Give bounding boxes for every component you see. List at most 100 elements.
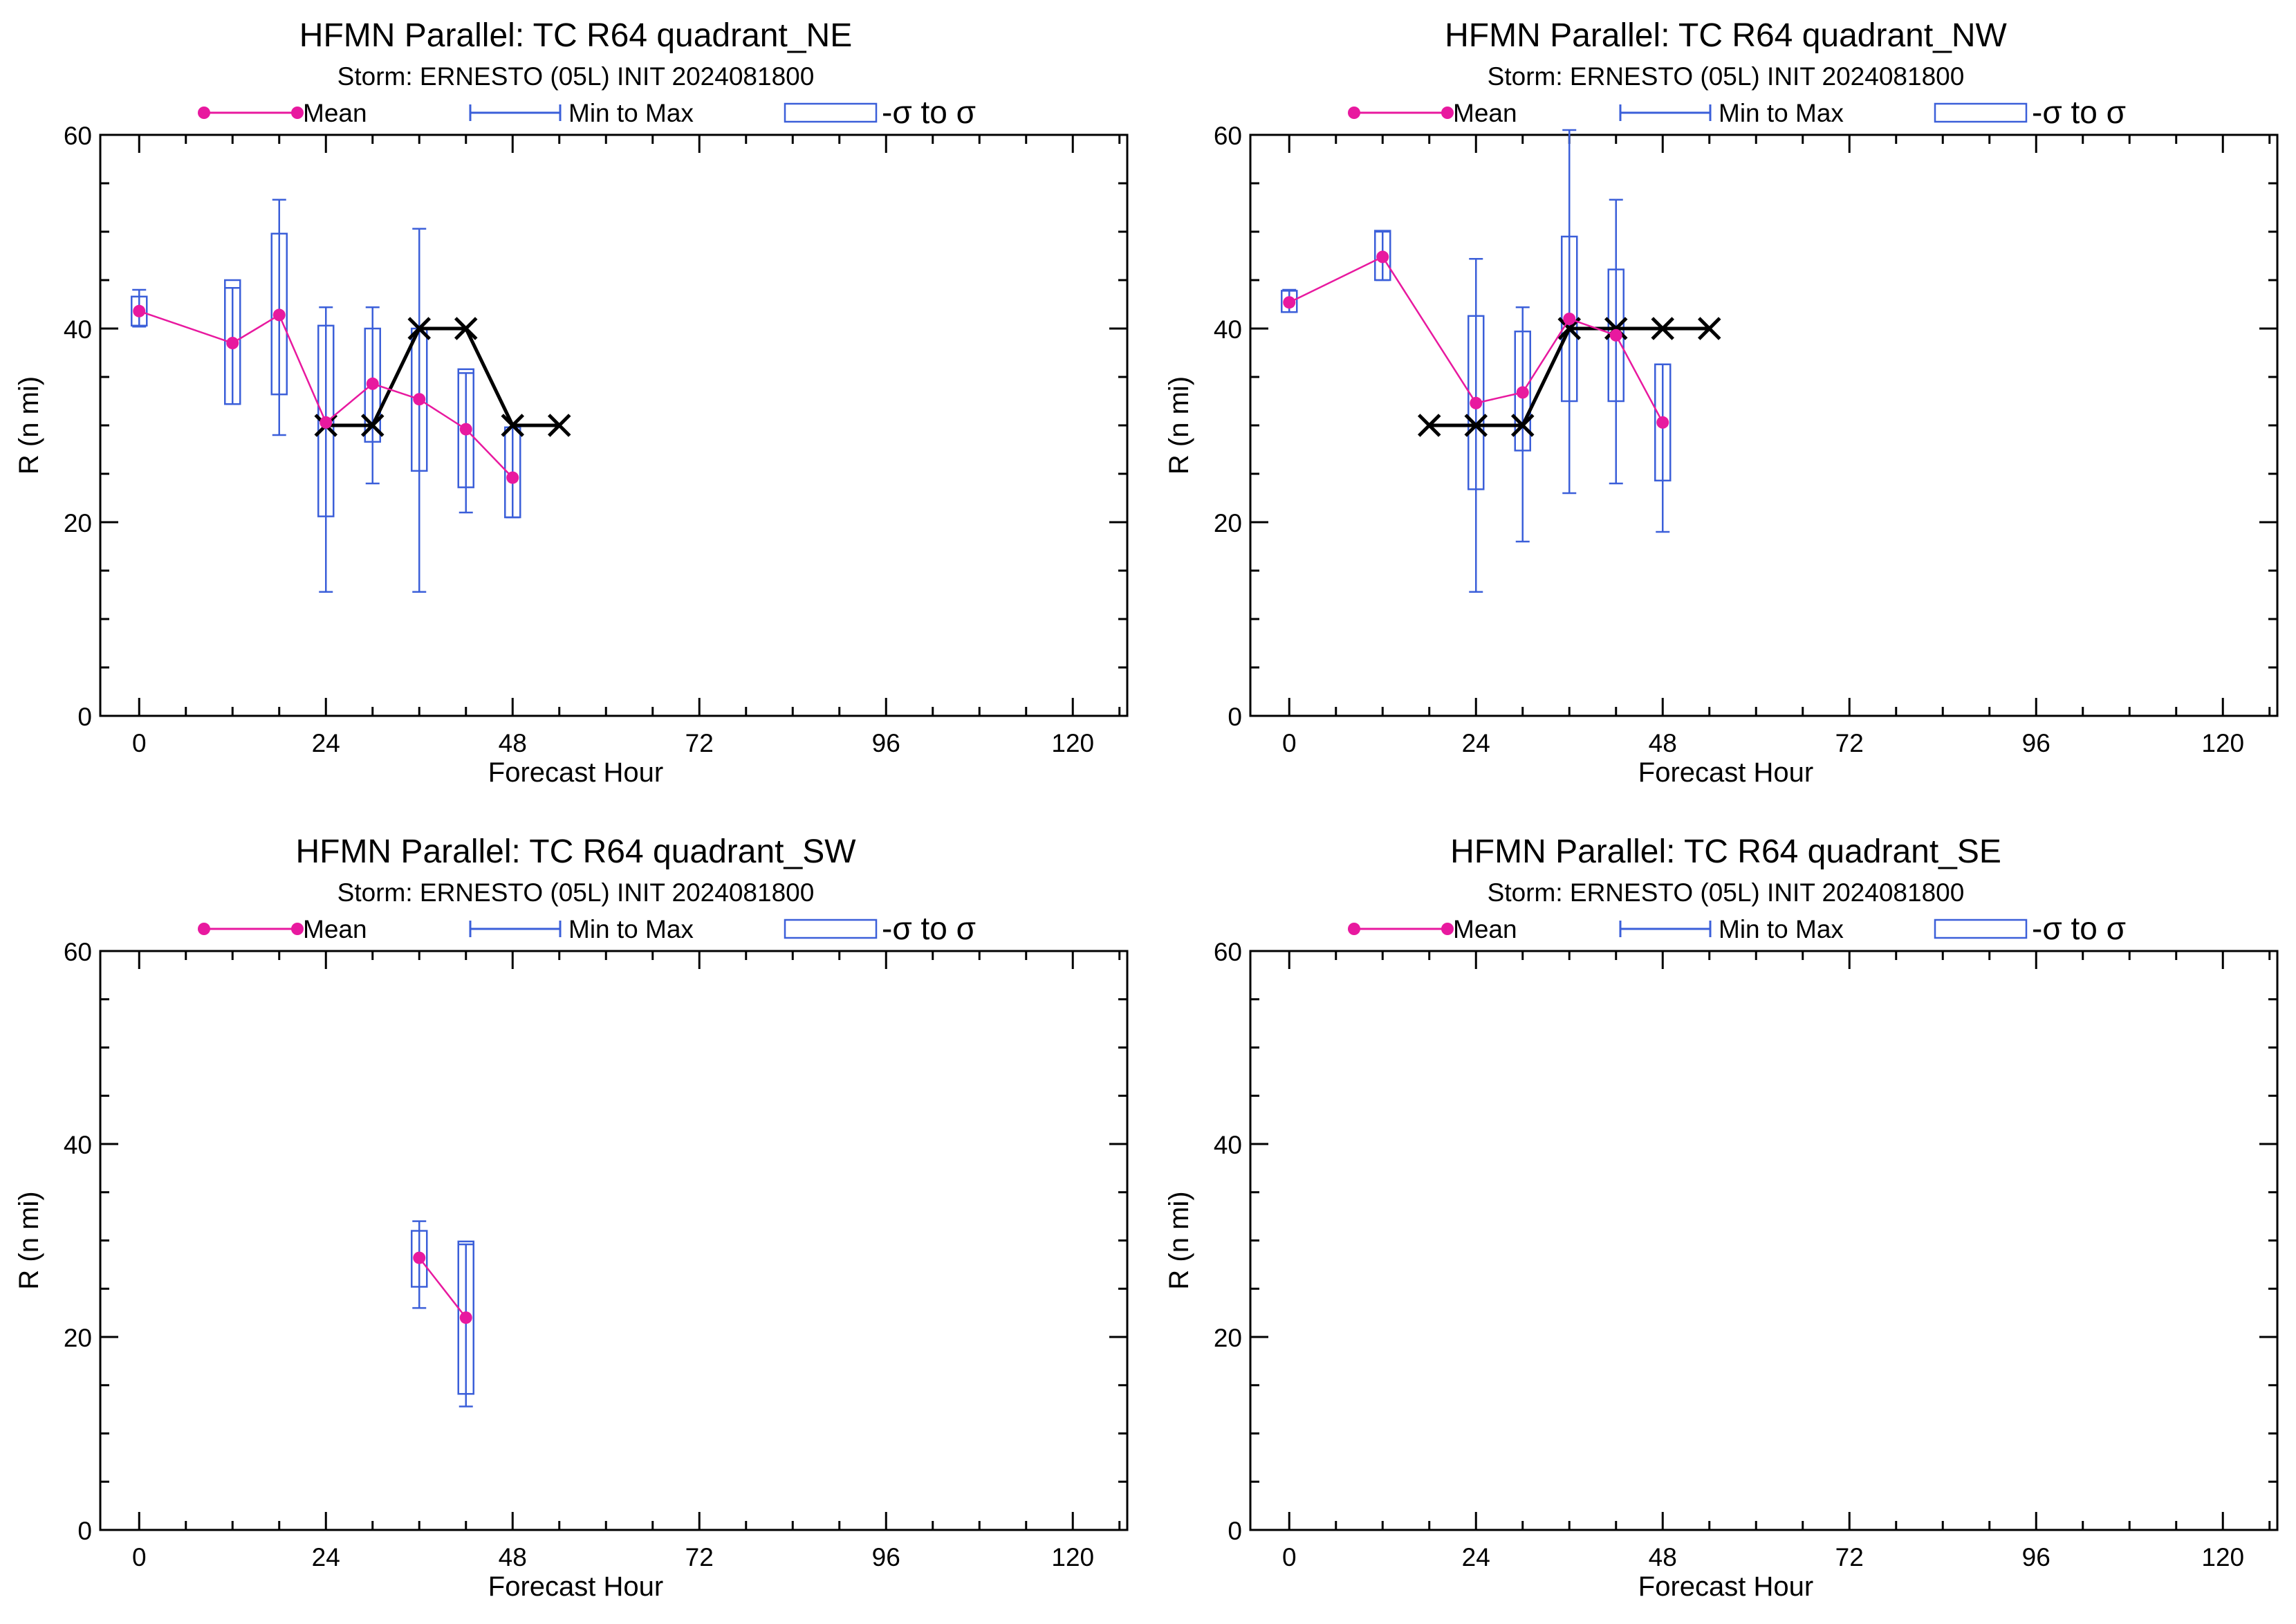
sigma-box: [1514, 330, 1531, 452]
legend-mean-marker: [1348, 107, 1360, 119]
legend-sigma-label: -σ to σ: [882, 910, 976, 946]
sigma-box: [224, 279, 241, 405]
x-tick-label: 72: [685, 729, 714, 757]
x-tick-label: 120: [2201, 1543, 2244, 1571]
chart-title: HFMN Parallel: TC R64 quadrant_SW: [295, 833, 856, 870]
y-tick-label: 60: [64, 938, 92, 966]
chart-legend: Mean Min to Max -σ to σ: [1348, 910, 2126, 946]
best-track-marker: [360, 414, 385, 437]
x-tick-label: 48: [1649, 1543, 1677, 1571]
chart-subtitle: Storm: ERNESTO (05L) INIT 2024081800: [1488, 62, 1965, 91]
best-track-marker: [1417, 414, 1441, 437]
legend-range-label: Min to Max: [568, 99, 694, 127]
y-tick-label: 40: [64, 315, 92, 344]
x-tick-label: 48: [499, 1543, 527, 1571]
sigma-box: [1468, 315, 1485, 490]
x-axis-label: Forecast Hour: [488, 1571, 663, 1602]
y-tick-label: 0: [1228, 1517, 1242, 1545]
legend-mean-marker: [291, 107, 304, 119]
legend-range-label: Min to Max: [568, 915, 694, 943]
mean-point: [226, 337, 239, 349]
y-tick-label: 60: [1214, 122, 1242, 150]
mean-point: [1563, 313, 1576, 325]
chart-title: HFMN Parallel: TC R64 quadrant_SE: [1450, 833, 2001, 870]
y-tick-label: 40: [1214, 1131, 1242, 1159]
y-axis-label: R (n mi): [1164, 376, 1194, 474]
sigma-box: [1374, 230, 1391, 282]
plot-frame: [99, 950, 1129, 1531]
chart-legend: Mean Min to Max -σ to σ: [198, 910, 976, 946]
x-tick-label: 72: [1835, 1543, 1864, 1571]
chart-subtitle: Storm: ERNESTO (05L) INIT 2024081800: [1488, 878, 1965, 907]
x-axis-label: Forecast Hour: [1638, 1571, 1813, 1602]
y-tick-label: 0: [77, 703, 92, 731]
chart-subtitle: Storm: ERNESTO (05L) INIT 2024081800: [337, 878, 815, 907]
legend-mean-marker: [291, 923, 304, 935]
x-tick-label: 96: [2022, 729, 2050, 757]
chart-panel-1: HFMN Parallel: TC R64 quadrant_NE Storm: …: [14, 17, 1129, 788]
y-tick-label: 20: [64, 1324, 92, 1352]
chart-title: HFMN Parallel: TC R64 quadrant_NE: [299, 17, 852, 54]
y-tick-label: 60: [1214, 938, 1242, 966]
legend-mean-marker: [1441, 107, 1454, 119]
mean-point: [413, 1251, 426, 1264]
y-tick-label: 40: [1214, 315, 1242, 344]
y-tick-label: 20: [64, 509, 92, 537]
legend-sigma-box: [784, 102, 878, 123]
legend-sigma-box: [784, 919, 878, 939]
mean-point: [133, 304, 146, 317]
plot-frame: [1249, 133, 2279, 717]
mean-point: [506, 471, 519, 484]
chart-title: HFMN Parallel: TC R64 quadrant_NW: [1445, 17, 2007, 54]
chart-subtitle: Storm: ERNESTO (05L) INIT 2024081800: [337, 62, 815, 91]
x-tick-label: 120: [2201, 729, 2244, 757]
best-track-marker: [1697, 317, 1721, 340]
x-axis-label: Forecast Hour: [488, 757, 663, 788]
mean-point: [1516, 386, 1529, 399]
mean-point: [272, 308, 286, 322]
x-tick-label: 0: [132, 1543, 147, 1571]
best-track-marker: [454, 317, 478, 340]
plot-frame: [99, 133, 1129, 717]
mean-point: [459, 423, 472, 436]
chart-panel-4: HFMN Parallel: TC R64 quadrant_SE Storm: …: [1164, 833, 2279, 1602]
chart-legend: Mean Min to Max -σ to σ: [198, 94, 976, 130]
legend-sigma-label: -σ to σ: [882, 94, 976, 130]
x-tick-label: 72: [1835, 729, 1864, 757]
sigma-box: [131, 295, 148, 327]
legend-range-label: Min to Max: [1719, 99, 1844, 127]
chart-legend: Mean Min to Max -σ to σ: [1348, 94, 2126, 130]
best-track-line: [326, 326, 559, 427]
plot-frame: [1249, 950, 2279, 1531]
mean-point: [1283, 296, 1296, 309]
best-track-marker: [407, 317, 432, 340]
y-axis-label: R (n mi): [1164, 1191, 1194, 1289]
mean-point: [1376, 250, 1389, 264]
legend-mean-label: Mean: [1453, 99, 1517, 127]
mean-point: [366, 377, 379, 390]
sigma-box: [364, 327, 381, 443]
x-tick-label: 96: [872, 1543, 900, 1571]
x-tick-label: 120: [1051, 1543, 1094, 1571]
sigma-box: [317, 324, 335, 517]
legend-mean-marker: [198, 923, 210, 935]
sigma-box: [411, 1230, 428, 1288]
best-track-marker: [547, 414, 571, 437]
mean-point: [1656, 416, 1669, 429]
x-tick-label: 24: [1462, 1543, 1490, 1571]
x-tick-label: 48: [499, 729, 527, 757]
mean-point: [1470, 396, 1483, 409]
x-tick-label: 120: [1051, 729, 1094, 757]
legend-mean-label: Mean: [303, 99, 367, 127]
x-tick-label: 0: [1282, 729, 1297, 757]
best-track-marker: [1651, 317, 1675, 340]
x-axis-label: Forecast Hour: [1638, 757, 1813, 788]
sigma-box: [270, 232, 288, 396]
best-track-marker: [1510, 414, 1535, 437]
legend-range-label: Min to Max: [1719, 915, 1844, 943]
x-tick-label: 72: [685, 1543, 714, 1571]
mean-line: [418, 1257, 467, 1318]
legend-sigma-label: -σ to σ: [2032, 94, 2126, 130]
legend-mean-label: Mean: [1453, 915, 1517, 943]
